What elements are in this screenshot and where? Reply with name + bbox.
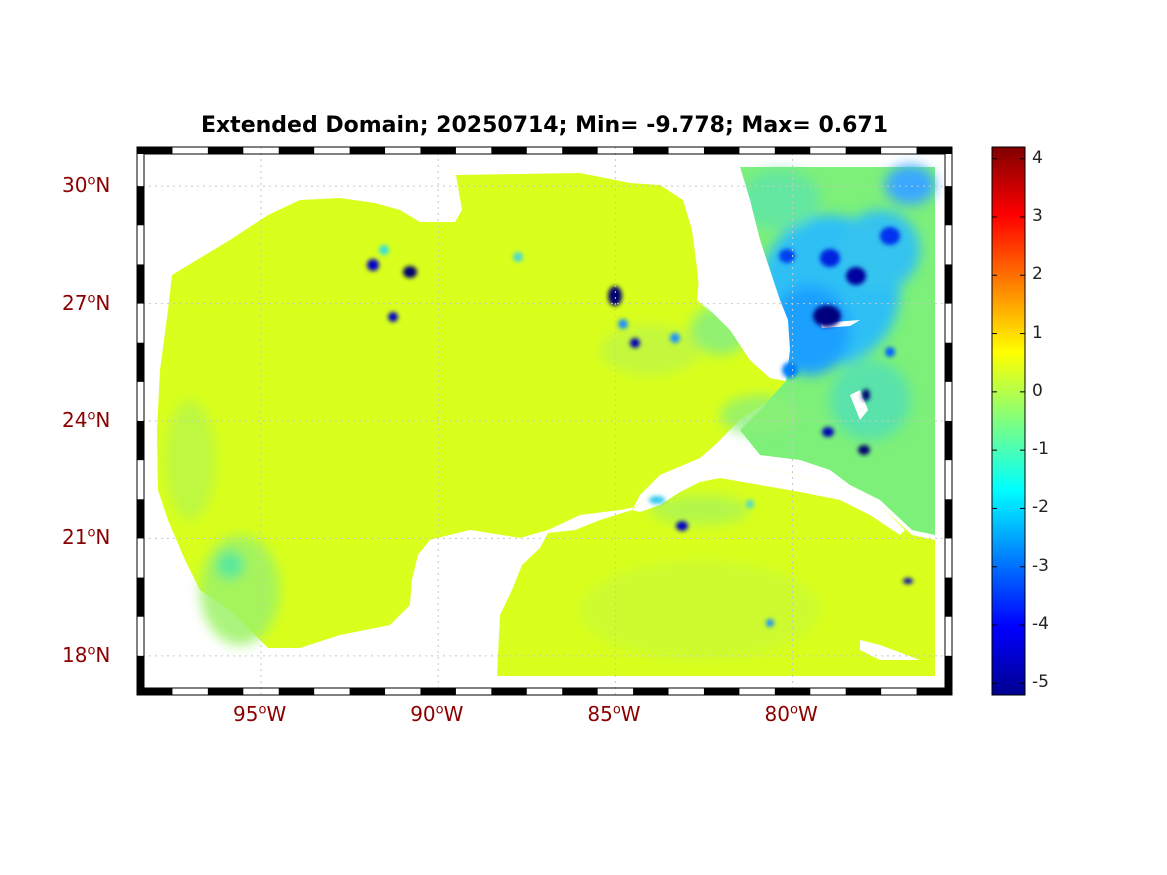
frame-segment — [845, 688, 882, 695]
colorbar-tick-label: 2 — [1032, 264, 1043, 285]
colorbar-tick-label: 4 — [1032, 147, 1043, 168]
jamaica-land — [860, 640, 920, 660]
land-masks — [410, 167, 920, 676]
colorbar-tick-label: -2 — [1032, 497, 1049, 518]
lat-tick-label: 27oN — [62, 290, 111, 315]
frame-segment — [916, 147, 952, 154]
lat-tick-label: 30oN — [62, 173, 111, 198]
frame-segment — [278, 147, 315, 154]
colorbar — [991, 146, 1026, 696]
colorbar-tick-marks — [992, 158, 1025, 684]
frame-segment — [945, 342, 952, 382]
frame-segment — [845, 147, 882, 154]
frame-segment — [137, 342, 144, 382]
frame-segment — [945, 421, 952, 461]
frame-segment — [562, 688, 598, 695]
map-title: Extended Domain; 20250714; Min= -9.778; … — [200, 113, 889, 138]
graticule — [137, 147, 952, 695]
frame-segment — [137, 186, 144, 226]
colorbar-tick-label: -5 — [1032, 672, 1049, 693]
bahamas-land — [850, 390, 868, 420]
frame-segment — [491, 147, 527, 154]
florida-land — [692, 167, 790, 381]
lat-tick-label: 24oN — [62, 408, 111, 432]
frame-segment — [420, 688, 456, 695]
colorbar-tick-label: -4 — [1032, 614, 1049, 635]
frame-segment — [207, 688, 244, 695]
frame-segment — [945, 264, 952, 304]
frame-segment — [137, 577, 144, 617]
colorbar-tick-label: 3 — [1032, 205, 1043, 226]
lon-tick-label: 85oW — [587, 702, 641, 726]
frame-segment — [916, 688, 952, 695]
frame-segment — [703, 147, 740, 154]
louisiana-land — [438, 175, 462, 222]
cuba-land — [632, 460, 905, 535]
frame-segment — [278, 688, 315, 695]
frame-segment — [562, 147, 598, 154]
lat-tick-label: 21oN — [62, 525, 111, 550]
frame-segment — [945, 499, 952, 539]
frame-segment — [945, 655, 952, 695]
frame-segment — [774, 147, 811, 154]
frame-segment — [137, 499, 144, 539]
frame-segment — [137, 264, 144, 304]
colorbar-tick-label: 1 — [1032, 322, 1043, 343]
frame-segment — [633, 147, 669, 154]
gulf-field — [157, 173, 935, 676]
frame-segment — [137, 147, 173, 154]
lon-tick-label: 95oW — [233, 702, 287, 726]
frame-segment — [774, 688, 811, 695]
lat-tick-label: 18oN — [62, 642, 111, 667]
colorbar-tick-label: -1 — [1032, 439, 1049, 460]
frame-segment — [207, 147, 244, 154]
colorbar-tick-label: -3 — [1032, 555, 1049, 576]
frame-segment — [137, 688, 173, 695]
frame-segment — [945, 577, 952, 617]
yucatan-land — [410, 530, 548, 676]
map-frame — [136, 146, 953, 696]
lon-tick-label: 80oW — [764, 702, 818, 726]
frame-segment — [137, 655, 144, 695]
colorbar-tick-label: 0 — [1032, 380, 1043, 401]
frame-segment — [349, 688, 386, 695]
frame-segment — [945, 186, 952, 226]
frame-segment — [633, 688, 669, 695]
frame-segment — [703, 688, 740, 695]
frame-segment — [137, 421, 144, 461]
lon-tick-label: 90oW — [410, 702, 464, 726]
frame-segment — [420, 147, 456, 154]
frame-segment — [491, 688, 527, 695]
anomaly-spots — [367, 227, 913, 627]
frame-segment — [349, 147, 386, 154]
